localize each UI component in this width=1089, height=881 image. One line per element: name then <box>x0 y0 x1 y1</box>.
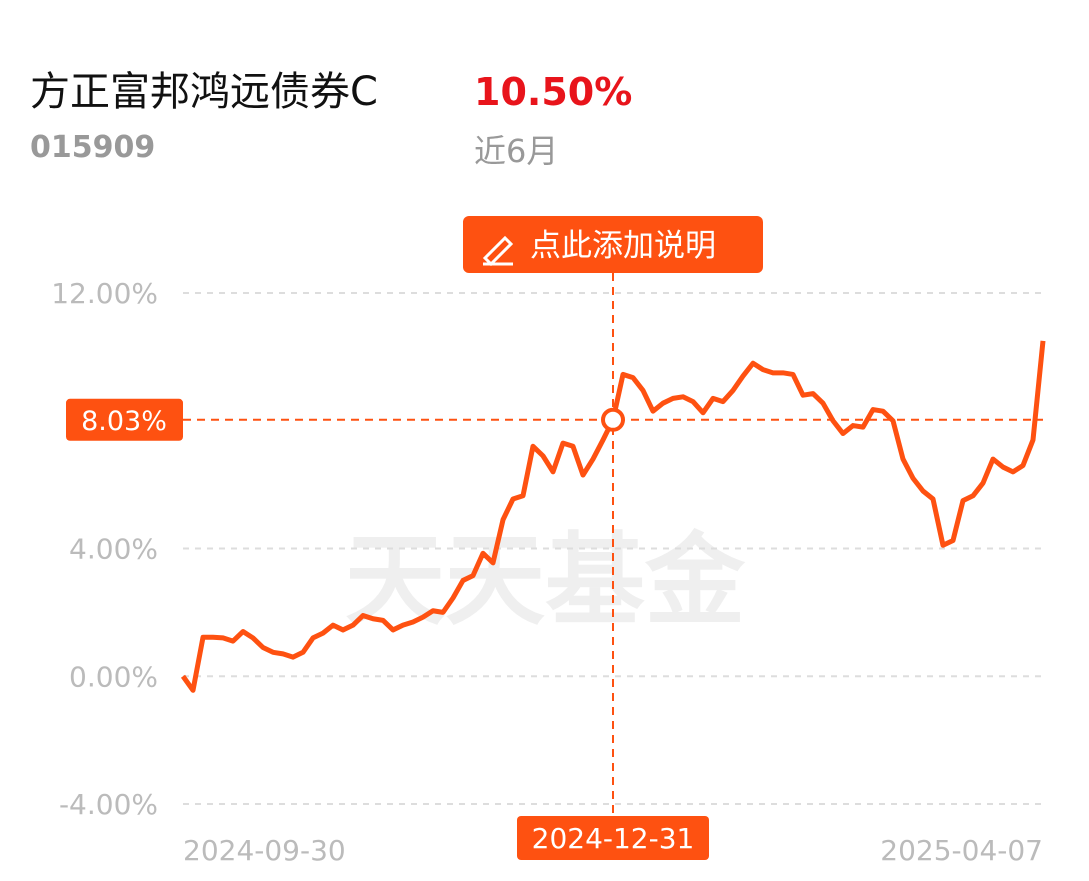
pencil-icon <box>482 235 514 267</box>
period: 近6月 <box>474 132 558 170</box>
x-cursor-label: 2024-12-31 <box>532 822 695 855</box>
y-tick-label: -4.00% <box>59 788 158 821</box>
fund-code: 015909 <box>30 130 155 165</box>
y-tick-label: 4.00% <box>69 533 158 566</box>
x-cursor-label-bg <box>517 816 709 860</box>
y-tick-label: 12.00% <box>51 277 158 310</box>
cursor-label: 8.03% <box>81 406 167 437</box>
watermark: 天天基金 <box>345 522 746 639</box>
cursor-label-bg <box>66 398 183 441</box>
y-tick-label: 0.00% <box>69 660 158 693</box>
fund-return: 10.50% <box>474 70 632 114</box>
note-button-bg[interactable] <box>463 216 763 273</box>
x-tick-label: 2025-04-07 <box>880 834 1043 867</box>
note-button[interactable]: 点此添加说明 <box>463 216 763 273</box>
x-tick-label: 2024-09-30 <box>183 834 346 867</box>
cursor-dot <box>601 407 625 432</box>
note-button-label[interactable]: 点此添加说明 <box>530 228 716 264</box>
fund-title: 方正富邦鸿远债券C <box>30 69 378 115</box>
